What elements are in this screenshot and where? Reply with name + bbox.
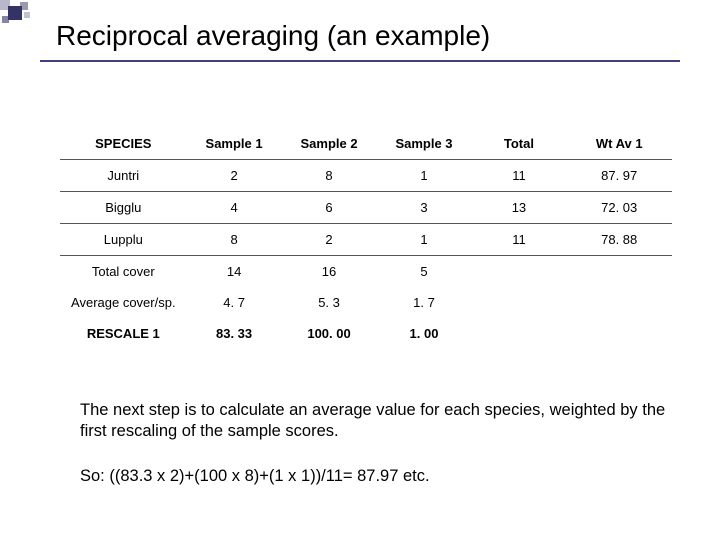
table-cell: 11 [471,224,566,256]
table-cell: 87. 97 [566,160,672,192]
row-label: Average cover/sp. [60,287,187,318]
table-row: Total cover14165 [60,256,672,288]
col-header-total: Total [471,128,566,160]
table-cell: Bigglu [60,192,187,224]
table-cell: 5 [377,256,472,288]
table-cell: 1. 00 [377,318,472,349]
table-cell: 4 [187,192,282,224]
table-cell: 13 [471,192,566,224]
col-header-sample3: Sample 3 [377,128,472,160]
table-cell [566,287,672,318]
table-cell [471,256,566,288]
table-cell: 83. 33 [187,318,282,349]
corner-decoration [0,0,40,26]
table-cell [566,318,672,349]
col-header-sample1: Sample 1 [187,128,282,160]
paragraph-2: So: ((83.3 x 2)+(100 x 8)+(1 x 1))/11= 8… [80,466,670,487]
table-cell [566,256,672,288]
table-cell: Juntri [60,160,187,192]
table-cell [471,287,566,318]
table-cell: 1. 7 [377,287,472,318]
summary-tbody: Total cover14165Average cover/sp.4. 75. … [60,256,672,350]
row-label: RESCALE 1 [60,318,187,349]
page-title: Reciprocal averaging (an example) [56,20,490,52]
table-cell: 1 [377,224,472,256]
table-row: Lupplu8211178. 88 [60,224,672,256]
table-cell: 14 [187,256,282,288]
table-cell: 1 [377,160,472,192]
row-label: Total cover [60,256,187,288]
table-cell: 78. 88 [566,224,672,256]
deco-square [2,16,9,23]
table-header-row: SPECIES Sample 1 Sample 2 Sample 3 Total… [60,128,672,160]
table-cell: Lupplu [60,224,187,256]
table-row: Juntri2811187. 97 [60,160,672,192]
table-cell: 16 [282,256,377,288]
species-tbody: Juntri2811187. 97Bigglu4631372. 03Lupplu… [60,160,672,256]
table-cell: 8 [187,224,282,256]
table-cell: 72. 03 [566,192,672,224]
table-row: Average cover/sp.4. 75. 31. 7 [60,287,672,318]
table-cell: 5. 3 [282,287,377,318]
col-header-sample2: Sample 2 [282,128,377,160]
table-row: RESCALE 183. 33100. 001. 00 [60,318,672,349]
table-cell: 100. 00 [282,318,377,349]
table-cell: 11 [471,160,566,192]
deco-square [20,2,28,10]
table-cell [471,318,566,349]
table-cell: 4. 7 [187,287,282,318]
title-underline [40,60,680,62]
table-cell: 8 [282,160,377,192]
col-header-species: SPECIES [60,128,187,160]
deco-square [24,12,30,18]
table-cell: 6 [282,192,377,224]
table-cell: 2 [187,160,282,192]
col-header-wtav: Wt Av 1 [566,128,672,160]
paragraph-1: The next step is to calculate an average… [80,400,670,443]
table-cell: 2 [282,224,377,256]
data-table: SPECIES Sample 1 Sample 2 Sample 3 Total… [60,128,672,349]
table-row: Bigglu4631372. 03 [60,192,672,224]
table-cell: 3 [377,192,472,224]
